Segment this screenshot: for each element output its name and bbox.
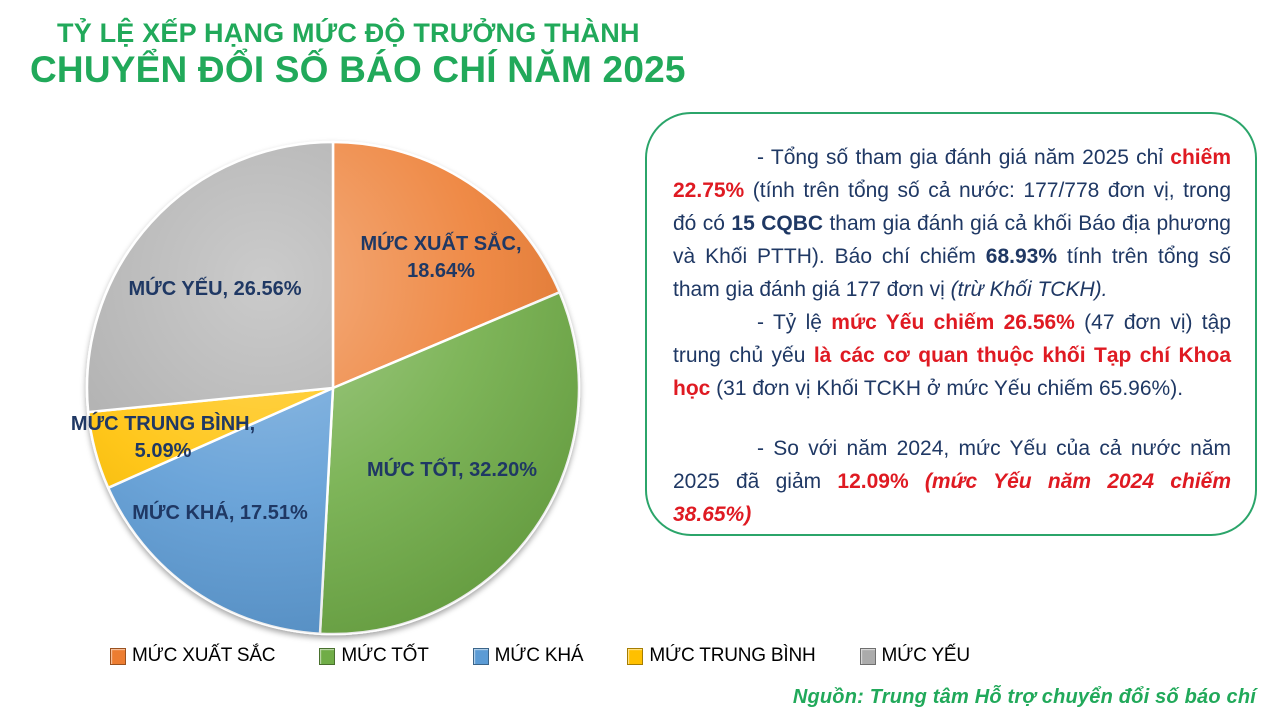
info-paragraph-0: - Tổng số tham gia đánh giá năm 2025 chỉ… [673, 141, 1231, 306]
text-run: (47 đơn vị) tập trung chủ yếu [673, 311, 1231, 367]
legend-swatch-icon [627, 647, 644, 665]
pie-chart [60, 120, 600, 650]
source-credit: Nguồn: Trung tâm Hỗ trợ chuyển đổi số bá… [792, 686, 1256, 708]
legend-label: MỨC XUẤT SẮC [132, 645, 276, 666]
legend-swatch-icon [319, 647, 336, 665]
legend-label: MỨC TỐT [341, 645, 429, 666]
text-run: mức Yếu chiếm 26.56% [831, 311, 1075, 334]
text-run: 68.93% [985, 245, 1058, 268]
text-run: (31 đơn vị Khối TCKH ở mức Yếu chiếm 65.… [710, 377, 1184, 400]
text-run: - So với năm 2024, mức Yếu của cả nước n… [673, 437, 1231, 493]
text-run: - Tỷ lệ [757, 311, 832, 334]
text-run: (mức Yếu năm 2024 chiếm 38.65%) [673, 470, 1231, 526]
legend-swatch-icon [110, 647, 126, 665]
text-run: (trừ Khối TCKH). [950, 278, 1108, 301]
legend-item-2: MỨC KHÁ [472, 645, 584, 667]
text-run: 12.09% [837, 470, 925, 493]
text-run: chiếm 22.75% [673, 146, 1231, 202]
title-line-2: CHUYỂN ĐỔI SỐ BÁO CHÍ NĂM 2025 [30, 49, 686, 91]
pie-svg [85, 140, 581, 636]
page-title: TỶ LỆ XẾP HẠNG MỨC ĐỘ TRƯỞNG THÀNH CHUYỂ… [30, 18, 686, 92]
info-paragraph-2: - So với năm 2024, mức Yếu của cả nước n… [673, 432, 1231, 531]
info-paragraph-1: - Tỷ lệ mức Yếu chiếm 26.56% (47 đơn vị)… [673, 306, 1231, 405]
legend-label: MỨC KHÁ [494, 645, 584, 666]
legend: MỨC XUẤT SẮC MỨC TỐT MỨC KHÁ MỨC TRUNG BÌNH… [110, 645, 970, 667]
text-run: tính trên tổng số tham gia đánh giá 177 … [673, 245, 1231, 301]
text-run: 15 CQBC [731, 212, 824, 235]
legend-label: MỨC TRUNG BÌNH [649, 645, 816, 666]
legend-swatch-icon [859, 647, 876, 665]
text-run: tham gia đánh giá cả khối Báo địa phương… [673, 212, 1231, 268]
legend-label: MỨC YẾU [881, 645, 971, 666]
pie-slice-4 [85, 140, 335, 414]
legend-item-3: MỨC TRUNG BÌNH [627, 645, 816, 667]
info-text: - Tổng số tham gia đánh giá năm 2025 chỉ… [673, 141, 1231, 531]
text-run: - Tổng số tham gia đánh giá năm 2025 chỉ [757, 146, 1171, 169]
legend-item-1: MỨC TỐT [319, 645, 429, 667]
legend-item-4: MỨC YẾU [859, 645, 971, 667]
legend-swatch-icon [472, 647, 489, 665]
info-box: - Tổng số tham gia đánh giá năm 2025 chỉ… [645, 112, 1257, 536]
legend-item-0: MỨC XUẤT SẮC [110, 645, 276, 667]
text-run: (tính trên tổng số cả nước: 177/778 đơn … [673, 179, 1231, 235]
title-line-1: TỶ LỆ XẾP HẠNG MỨC ĐỘ TRƯỞNG THÀNH [57, 18, 640, 48]
text-run: là các cơ quan thuộc khối Tạp chí Khoa h… [673, 344, 1232, 400]
